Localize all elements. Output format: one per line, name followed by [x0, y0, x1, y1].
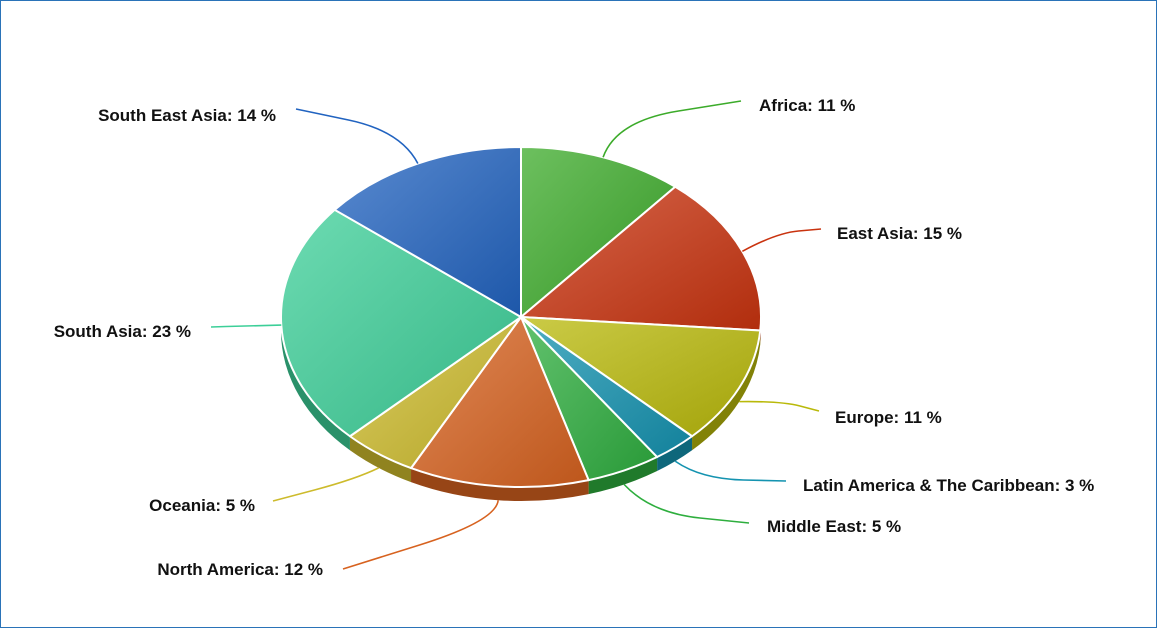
pie-slice-europe[interactable]: [520, 316, 762, 438]
pie-slice-south-east-asia[interactable]: [333, 146, 522, 318]
leader-line-latin-america-the-caribbean: [674, 460, 787, 482]
slice-labels: Africa: 11 % East Asia: 15 % Europe: 11 % L…: [54, 96, 1095, 579]
leader-line-africa: [602, 100, 742, 158]
leader-line-east-asia: [741, 228, 822, 253]
slice-label-east-asia: East Asia: 15 %: [837, 224, 962, 243]
pie-side-oceania: [349, 436, 412, 483]
slice-label-north-america: North America: 12 %: [157, 560, 323, 579]
slice-label-oceania: Oceania: 5 %: [149, 496, 255, 515]
pie-side-latin-america-the-caribbean: [657, 436, 693, 472]
leader-line-south-east-asia: [295, 108, 419, 164]
leader-line-north-america: [342, 500, 499, 570]
slice-label-south-east-asia: South East Asia: 14 %: [98, 106, 276, 125]
leader-line-middle-east: [623, 483, 750, 524]
pie-side-south-asia: [281, 317, 350, 451]
leader-line-south-asia: [210, 324, 282, 328]
slice-label-south-asia: South Asia: 23 %: [54, 322, 191, 341]
pie-slice-north-america[interactable]: [410, 316, 590, 488]
slice-label-middle-east: Middle East: 5 %: [767, 517, 901, 536]
leader-line-europe: [739, 400, 820, 412]
slice-label-europe: Europe: 11 %: [835, 408, 942, 427]
pie-top-layer: [280, 146, 762, 488]
pie-side-europe: [692, 330, 761, 451]
pie-slice-africa[interactable]: [520, 146, 677, 318]
pie-side-layer: [281, 317, 761, 501]
leader-lines: [210, 100, 822, 570]
pie-side-north-america: [411, 468, 589, 501]
leader-line-oceania: [272, 467, 380, 502]
slice-label-latin-america-the-caribbean: Latin America & The Caribbean: 3 %: [803, 476, 1094, 495]
slice-label-africa: Africa: 11 %: [759, 96, 855, 115]
pie-side-middle-east: [588, 457, 658, 495]
